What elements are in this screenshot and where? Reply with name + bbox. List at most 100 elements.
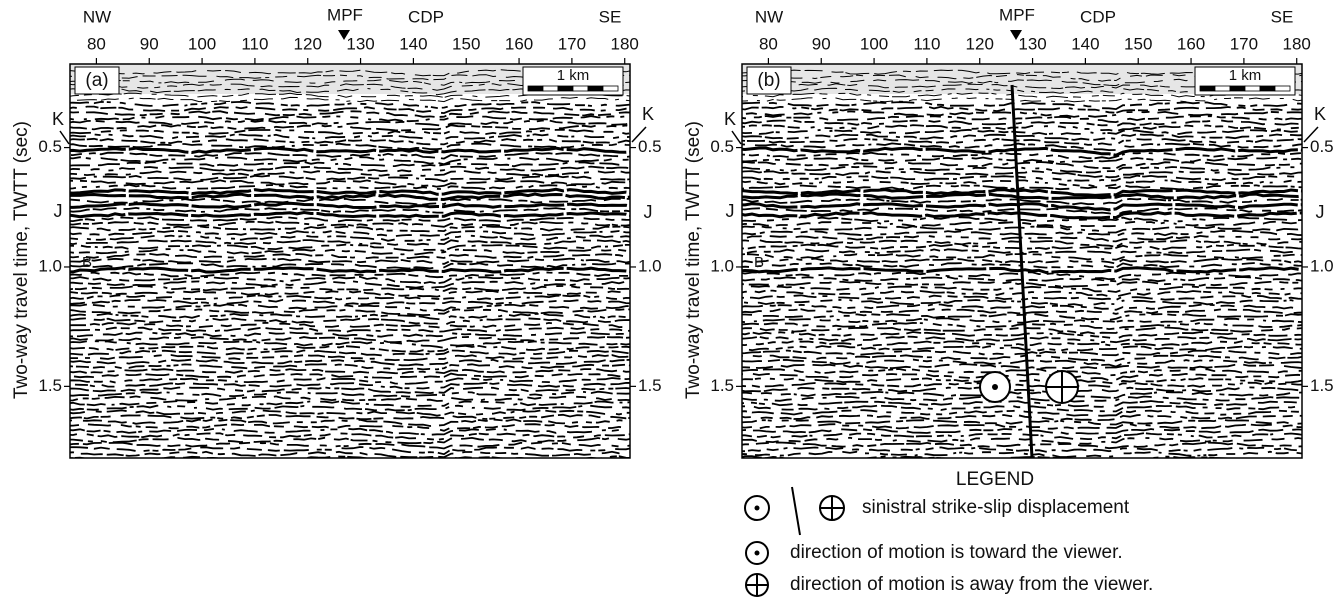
seismic-reflector [70,436,630,445]
seismic-reflector [70,455,630,458]
seismic-reflector [70,220,630,228]
seismic-reflector [70,400,630,408]
x-tick-label: 170 [558,34,586,53]
seismic-reflector [742,363,1302,370]
seismic-reflector [742,395,1302,403]
x-tick-label: 80 [759,34,778,53]
scale-segment [1274,85,1291,92]
seismic-reflector [742,358,1302,368]
seismic-reflector [742,289,1302,298]
horizon-label: B [82,254,92,271]
x-tick-label: 150 [1124,34,1152,53]
x-tick-label: 140 [1071,34,1099,53]
horizon-pointer [59,130,70,145]
x-axis-label: CDP [408,7,444,26]
y-tick-label: 0.5 [38,137,62,156]
legend-item: direction of motion is toward the viewer… [790,542,1123,563]
seismic-reflector [70,326,630,333]
seismic-reflector [70,187,630,196]
seismic-reflector [742,367,1302,377]
seismic-reflector [742,110,1302,118]
seismic-reflector [70,275,630,285]
seismic-reflector [70,170,630,177]
seismic-reflector [742,349,1302,357]
seismic-reflector [70,409,630,417]
seismic-reflector [70,128,630,135]
seismic-reflector [742,390,1302,399]
y-tick-label: 1.0 [710,256,734,275]
seismic-reflector [742,400,1302,408]
seismic-reflector [742,285,1302,293]
seismic-reflector [742,335,1302,344]
legend-title: LEGEND [956,469,1034,490]
seismic-reflector [742,179,1302,188]
seismic-reflector [70,179,630,188]
seismic-reflector [742,96,1302,103]
horizon-label: K [52,109,64,129]
y-axis-label: Two-way travel time, TWTT (sec) [11,121,32,399]
x-tick-label: 130 [1018,34,1046,53]
seismic-reflector [70,142,630,151]
scale-segment [602,85,619,92]
seismic-reflector [70,87,630,96]
x-tick-label: 140 [399,34,427,53]
horizon-label: J [1316,202,1325,222]
scale-segment [1244,85,1261,92]
seismic-reflector [742,151,1302,160]
seismic-reflector [70,441,630,450]
seismic-reflector [742,137,1302,146]
legend-symbol [744,486,845,536]
seismic-reflector [742,303,1302,311]
seismic-reflector [742,160,1302,170]
horizon-label: J [726,201,735,221]
seismic-reflector [742,340,1302,348]
seismic-reflector [70,192,630,202]
seismic-reflector [70,349,630,357]
seismic-reflector [70,358,630,367]
seismic-reflector [70,386,630,395]
seismic-reflector [742,321,1302,331]
seismic-reflector [70,377,630,385]
horizon-pointer [631,126,647,143]
horizon-label: J [54,201,63,221]
fault-marker [1010,30,1022,40]
seismic-reflector [742,156,1302,164]
seismic-reflector [70,432,630,441]
horizon-label: J [644,202,653,222]
seismic-reflector [70,165,630,173]
seismic-reflector [742,78,1302,87]
seismic-reflector [742,69,1302,75]
seismic-reflector [742,216,1302,223]
seismic-reflector [742,239,1302,248]
x-tick-label: 160 [1177,34,1205,53]
y-tick-label: 1.5 [38,376,62,395]
seismic-reflector [70,390,630,398]
seismic-reflector [70,230,630,238]
seismic-reflector [742,133,1302,141]
x-axis-label: CDP [1080,7,1116,26]
away-symbol [1045,370,1079,404]
direction-label: SE [1271,7,1294,26]
horizon-label: K [642,104,654,124]
panel-label-box [74,66,120,95]
seismic-reflector [742,229,1302,237]
scale-segment [527,85,544,92]
x-tick-label: 170 [1230,34,1258,53]
direction-label: NW [755,7,783,26]
seismic-reflector [742,354,1302,363]
direction-label: SE [599,7,622,26]
seismic-reflector [70,201,630,209]
seismic-reflector [742,423,1302,430]
seismic-reflector [70,271,630,279]
seismic-reflector [70,206,630,214]
seismic-reflector [742,294,1302,301]
seismic-reflector [70,285,630,292]
x-tick-label: 90 [140,34,159,53]
seismic-reflector [742,418,1302,426]
seismic-reflector [742,372,1302,382]
seismic-reflector [742,243,1302,251]
seismic-reflector [70,115,630,123]
x-tick-label: 110 [241,34,268,53]
seismic-reflector [70,248,630,256]
seismic-reflector [70,257,630,265]
